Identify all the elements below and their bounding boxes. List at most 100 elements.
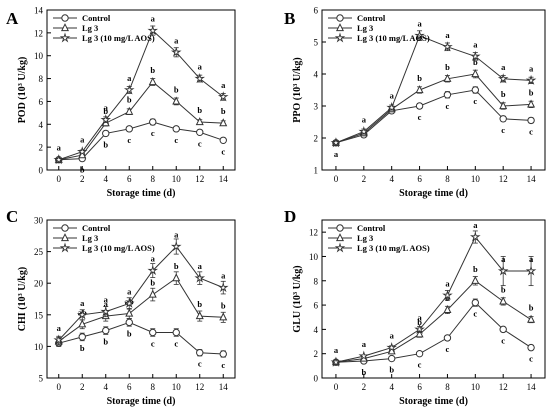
series-line <box>58 321 224 355</box>
significance-label: b <box>103 106 108 116</box>
data-point <box>415 102 424 110</box>
y-tick-label: 20 <box>34 279 44 289</box>
legend-label: Lg 3 <box>357 233 373 243</box>
significance-label: b <box>529 303 534 313</box>
data-point <box>499 296 508 305</box>
data-point <box>125 106 134 115</box>
y-axis-label: GLU (103 U/kg) <box>292 265 304 332</box>
x-tick-label: 4 <box>104 174 109 184</box>
x-tick-label: 10 <box>172 174 182 184</box>
significance-label: a <box>104 295 109 305</box>
x-tick-label: 6 <box>417 174 422 184</box>
significance-label: c <box>418 360 422 370</box>
y-tick-label: 10 <box>34 342 44 352</box>
legend-marker <box>61 224 69 232</box>
significance-label: b <box>127 328 132 338</box>
legend-label: Lg 3 (10 mg/L AOS) <box>82 243 155 253</box>
significance-label: b <box>221 300 226 310</box>
x-tick-label: 2 <box>80 174 85 184</box>
y-tick-label: 10 <box>309 252 319 262</box>
data-point <box>194 272 206 283</box>
data-point <box>123 84 135 95</box>
significance-label: c <box>221 146 225 156</box>
legend-label: Control <box>82 13 111 23</box>
plot-frame <box>46 219 236 379</box>
data-point <box>330 137 342 148</box>
data-point <box>172 125 180 133</box>
significance-label: a <box>417 312 422 322</box>
data-point <box>219 118 228 127</box>
x-tick-label: 0 <box>57 382 62 392</box>
significance-label: a <box>417 19 422 29</box>
y-tick-label: 4 <box>314 70 319 80</box>
data-point <box>330 356 342 367</box>
series-line <box>335 73 532 144</box>
significance-label: b <box>417 317 422 327</box>
data-point <box>100 306 112 317</box>
legend-marker <box>334 242 346 253</box>
y-tick-label: 10 <box>34 51 44 61</box>
series-line <box>335 301 532 363</box>
data-point <box>102 326 110 335</box>
significance-label: c <box>473 309 477 319</box>
significance-label: c <box>529 126 533 136</box>
legend-label: Lg 3 (10 mg/L AOS) <box>357 33 430 43</box>
significance-label: a <box>334 345 339 355</box>
significance-label: a <box>445 30 450 40</box>
data-point <box>148 77 157 86</box>
significance-label: a <box>334 149 339 159</box>
data-point <box>217 282 229 293</box>
data-point <box>471 298 480 307</box>
y-tick-label: 0 <box>39 166 44 176</box>
legend-marker <box>334 32 346 43</box>
data-point <box>219 350 227 358</box>
panel-letter: D <box>284 207 296 226</box>
significance-label: a <box>151 254 156 264</box>
significance-label: b <box>473 57 478 67</box>
significance-label: c <box>529 354 533 364</box>
panel-letter: A <box>6 9 19 28</box>
panel-d: D 0 2 4 6 8 10 12 0 2 4 6 8 10 12 14 Storage time (d) GLU… <box>284 207 546 407</box>
significance-label: b <box>80 165 85 175</box>
legend-label: Lg 3 <box>82 233 98 243</box>
significance-label: a <box>174 230 179 240</box>
significance-label: a <box>529 254 534 264</box>
significance-label: c <box>151 128 155 138</box>
data-point <box>358 126 370 137</box>
significance-label: c <box>501 335 505 345</box>
series-lg-3-10-mg-l-aos: a a a a a a a a <box>53 14 229 165</box>
series-line <box>335 89 532 144</box>
y-tick-label: 12 <box>34 28 43 38</box>
data-point <box>102 129 110 138</box>
series-lg-3-10-mg-l-aos: a a a a a a a <box>330 19 537 148</box>
significance-label: b <box>174 84 179 94</box>
significance-label: a <box>362 339 367 349</box>
data-point <box>125 308 134 317</box>
series-lg-3-10-mg-l-aos: a a a a a a a a <box>330 220 537 367</box>
data-point <box>414 30 425 41</box>
data-point <box>497 73 509 84</box>
data-point <box>386 342 397 353</box>
data-point <box>172 328 180 337</box>
legend-label: Control <box>357 13 386 23</box>
x-axis-label: Storage time (d) <box>107 396 176 407</box>
x-tick-label: 14 <box>527 174 537 184</box>
x-tick-label: 10 <box>471 382 481 392</box>
significance-label: b <box>501 89 506 99</box>
significance-label: b <box>473 264 478 274</box>
x-tick-label: 10 <box>471 174 481 184</box>
significance-label: c <box>221 360 225 370</box>
data-point <box>195 311 204 320</box>
series-line <box>335 280 532 363</box>
data-point <box>527 314 536 323</box>
x-tick-label: 14 <box>219 382 229 392</box>
legend-marker <box>335 233 345 242</box>
data-point <box>471 275 480 284</box>
data-point <box>125 318 133 327</box>
significance-label: a <box>390 91 395 101</box>
data-point <box>443 73 452 82</box>
